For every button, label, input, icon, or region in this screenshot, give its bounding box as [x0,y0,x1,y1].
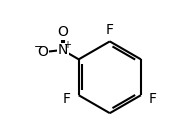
Text: O: O [57,25,68,39]
Text: F: F [149,92,157,106]
Text: −: − [34,42,43,52]
Text: O: O [37,45,48,59]
Text: F: F [63,92,71,106]
Text: N: N [58,43,68,57]
Text: F: F [106,23,114,37]
Text: +: + [63,40,71,50]
